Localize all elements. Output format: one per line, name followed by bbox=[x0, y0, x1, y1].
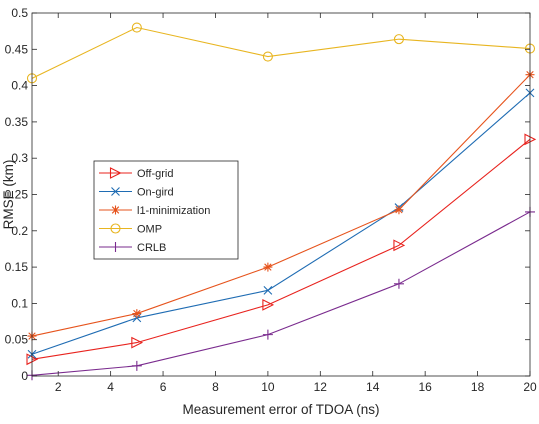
legend: Off-grid On-gird l1-minimization OMP CRLB bbox=[93, 160, 239, 260]
legend-label: Off-grid bbox=[137, 168, 173, 180]
x-tick-label: 18 bbox=[471, 380, 485, 394]
x-tick-label: 20 bbox=[523, 380, 537, 394]
data-point-crlb bbox=[262, 329, 273, 340]
legend-marker bbox=[111, 187, 120, 196]
legend-label: l1-minimization bbox=[137, 205, 210, 217]
data-point-crlb bbox=[393, 278, 404, 289]
legend-item-on-gird: On-gird bbox=[99, 187, 174, 199]
series-layer bbox=[26, 22, 537, 381]
data-point-omp bbox=[131, 22, 142, 33]
x-tick-label: 16 bbox=[418, 380, 432, 394]
data-point-crlb bbox=[131, 360, 142, 371]
legend-label: CRLB bbox=[137, 242, 166, 254]
series-line-omp bbox=[31, 26, 531, 79]
x-tick-label: 6 bbox=[160, 380, 167, 394]
y-tick-label: 0.15 bbox=[5, 260, 29, 274]
legend-marker bbox=[110, 223, 121, 234]
x-tick-label: 10 bbox=[261, 380, 275, 394]
legend-label: OMP bbox=[137, 224, 162, 236]
series-line-off-grid bbox=[31, 138, 531, 360]
y-tick-label: 0 bbox=[21, 369, 28, 383]
y-tick-label: 0.1 bbox=[11, 296, 28, 310]
data-point-l1-minimization bbox=[132, 309, 142, 319]
y-tick-label: 0.5 bbox=[11, 6, 28, 20]
data-point-off-grid bbox=[131, 336, 144, 349]
x-tick-label: 14 bbox=[366, 380, 380, 394]
legend-marker bbox=[111, 205, 120, 215]
legend-item-omp: OMP bbox=[99, 223, 162, 236]
legend-marker bbox=[110, 242, 121, 252]
data-point-omp bbox=[262, 51, 273, 62]
data-point-on-gird bbox=[263, 285, 273, 295]
y-tick-label: 0.35 bbox=[5, 115, 29, 129]
x-tick-label: 2 bbox=[55, 380, 62, 394]
x-tick-label: 4 bbox=[107, 380, 114, 394]
x-axis-title: Measurement error of TDOA (ns) bbox=[182, 402, 379, 417]
x-tick-label: 8 bbox=[212, 380, 219, 394]
axes bbox=[31, 12, 531, 377]
y-tick-label: 0.25 bbox=[5, 188, 29, 202]
legend-item-off-grid: Off-grid bbox=[99, 167, 173, 180]
x-tick-label: 12 bbox=[314, 380, 328, 394]
data-point-omp bbox=[393, 34, 404, 45]
legend-label: On-gird bbox=[137, 187, 174, 199]
tick-labels: 2 4 6 8 10 12 14 16 18 20 0 0.05 0.1 0.15 0.2 0.25 0.3 0.… bbox=[5, 6, 537, 394]
y-tick-label: 0.45 bbox=[5, 42, 29, 56]
data-point-off-grid bbox=[393, 239, 406, 252]
y-tick-label: 0.3 bbox=[11, 151, 28, 165]
data-point-l1-minimization bbox=[394, 205, 404, 215]
data-point-off-grid bbox=[262, 298, 275, 311]
y-axis-title: RMSE (km) bbox=[1, 160, 16, 230]
legend-item-crlb: CRLB bbox=[99, 242, 166, 254]
y-tick-label: 0.05 bbox=[5, 333, 29, 347]
y-tick-label: 0.4 bbox=[11, 79, 28, 93]
data-point-l1-minimization bbox=[263, 262, 273, 272]
legend-marker bbox=[109, 167, 122, 179]
legend-item-l1-minimization: l1-minimization bbox=[99, 205, 210, 217]
y-tick-label: 0.2 bbox=[11, 224, 28, 238]
